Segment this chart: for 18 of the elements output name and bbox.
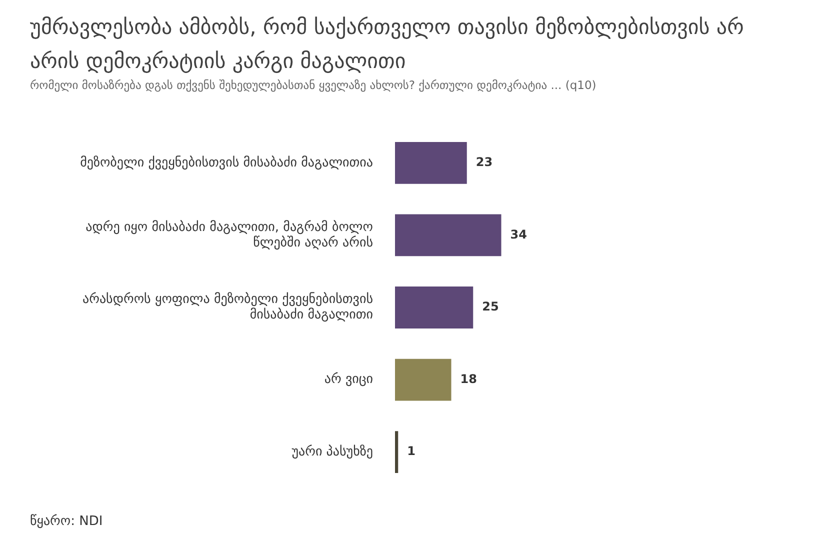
y-tick-label: უარი პასუხზე [292, 444, 373, 460]
data-label: 25 [482, 300, 499, 314]
data-label: 18 [460, 372, 477, 386]
bar [395, 431, 398, 474]
y-tick-label: არასდროს ყოფილა მეზობელი ქვეყნებისთვის მისაბაძი მაგალითი [82, 292, 374, 323]
bar [395, 358, 452, 401]
chart-subtitle: რომელი მოსაზრება დგას თქვენს შეხედულებასთან ყველაზე ახლოს? ქართული დემოკრატია ... (q10) [30, 78, 596, 92]
chart-title: უმრავლესობა ამბობს, რომ საქართველო თავისი მეზობლებისთვის არ არის დემოკრატიის კარგი მაგალითი [30, 14, 745, 75]
y-tick-label: მეზობელი ქვეყნებისთვის მისაბაძი მაგალითია [80, 155, 373, 170]
text: წყარო: NDI [30, 514, 103, 529]
data-label: 34 [510, 227, 527, 242]
bar [395, 214, 502, 256]
bar [395, 286, 474, 328]
y-tick-label: არ ვიცი [324, 372, 374, 388]
y-tick-label: ადრე იყო მისაბაძი მაგალითი, მაგრამ ბოლო წლებში აღარ არის [86, 220, 374, 250]
data-label: 23 [476, 155, 493, 170]
data-label: 1 [407, 444, 416, 458]
bar [395, 142, 467, 184]
